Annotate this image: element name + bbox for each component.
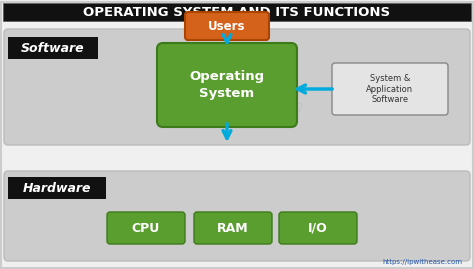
Text: System &
Application
Software: System & Application Software xyxy=(366,74,413,104)
Text: Operating
System: Operating System xyxy=(190,70,264,100)
FancyBboxPatch shape xyxy=(185,12,269,40)
Text: ipwithease.com: ipwithease.com xyxy=(164,64,306,118)
FancyBboxPatch shape xyxy=(8,37,98,59)
FancyBboxPatch shape xyxy=(107,212,185,244)
Text: Software: Software xyxy=(21,41,85,55)
Text: OPERATING SYSTEM AND ITS FUNCTIONS: OPERATING SYSTEM AND ITS FUNCTIONS xyxy=(83,5,391,19)
Text: I/O: I/O xyxy=(308,221,328,235)
FancyBboxPatch shape xyxy=(8,177,106,199)
Text: https://ipwithease.com: https://ipwithease.com xyxy=(382,259,462,265)
FancyBboxPatch shape xyxy=(4,171,470,261)
FancyBboxPatch shape xyxy=(279,212,357,244)
FancyBboxPatch shape xyxy=(3,3,471,21)
Text: RAM: RAM xyxy=(217,221,249,235)
FancyBboxPatch shape xyxy=(194,212,272,244)
Text: Hardware: Hardware xyxy=(23,182,91,194)
FancyBboxPatch shape xyxy=(157,43,297,127)
FancyBboxPatch shape xyxy=(332,63,448,115)
FancyBboxPatch shape xyxy=(4,29,470,145)
Text: CPU: CPU xyxy=(132,221,160,235)
Text: Users: Users xyxy=(208,19,246,33)
